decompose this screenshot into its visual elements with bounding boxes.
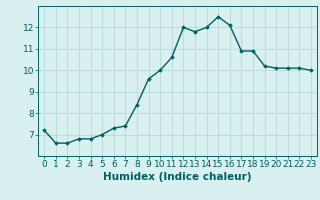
X-axis label: Humidex (Indice chaleur): Humidex (Indice chaleur): [103, 172, 252, 182]
